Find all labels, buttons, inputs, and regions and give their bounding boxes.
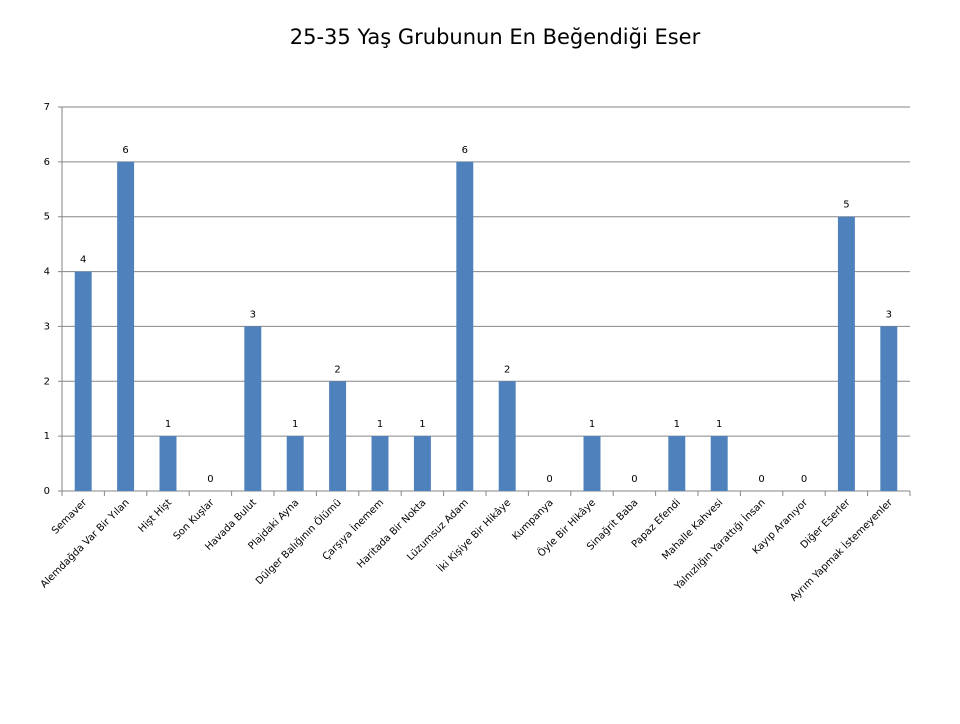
bar bbox=[668, 436, 686, 491]
data-label: 1 bbox=[674, 419, 680, 430]
bar bbox=[710, 436, 728, 491]
data-label: 4 bbox=[80, 255, 86, 266]
data-label: 5 bbox=[843, 200, 849, 211]
bar bbox=[244, 326, 262, 491]
bar bbox=[159, 436, 177, 491]
data-label: 2 bbox=[504, 364, 510, 375]
x-tick-label: Alemdağda Var Bir Yılan bbox=[38, 497, 132, 591]
y-tick-label: 5 bbox=[44, 212, 50, 223]
bar bbox=[880, 326, 898, 491]
data-label: 1 bbox=[419, 419, 425, 430]
bar bbox=[329, 381, 347, 491]
data-label: 6 bbox=[462, 145, 468, 156]
bar bbox=[371, 436, 389, 491]
x-tick-label: İki Kişiye Bir Hikâye bbox=[435, 496, 514, 575]
data-label: 3 bbox=[250, 309, 256, 320]
data-label: 3 bbox=[886, 309, 892, 320]
y-tick-label: 1 bbox=[44, 431, 50, 442]
data-label: 0 bbox=[758, 474, 764, 485]
data-label: 1 bbox=[165, 419, 171, 430]
data-label: 0 bbox=[801, 474, 807, 485]
data-label: 1 bbox=[377, 419, 383, 430]
y-tick-label: 7 bbox=[44, 102, 50, 113]
y-tick-label: 6 bbox=[44, 157, 50, 168]
x-tick-label: Kumpanya bbox=[510, 497, 555, 542]
data-label: 2 bbox=[334, 364, 340, 375]
x-tick-label: Hişt Hişt bbox=[137, 497, 175, 535]
data-label: 0 bbox=[546, 474, 552, 485]
x-tick-label: Dülger Balığının Ölümü bbox=[253, 496, 344, 587]
bar bbox=[413, 436, 431, 491]
bar bbox=[498, 381, 516, 491]
data-label: 1 bbox=[716, 419, 722, 430]
bar bbox=[117, 161, 135, 491]
y-tick-label: 0 bbox=[44, 486, 50, 497]
data-label: 6 bbox=[122, 145, 128, 156]
y-tick-label: 2 bbox=[44, 376, 50, 387]
bar bbox=[456, 161, 474, 491]
x-tick-label: Semaver bbox=[50, 497, 90, 537]
data-label: 1 bbox=[292, 419, 298, 430]
chart-title: 25-35 Yaş Grubunun En Beğendiği Eser bbox=[290, 25, 701, 49]
y-tick-label: 4 bbox=[44, 267, 50, 278]
bar bbox=[286, 436, 304, 491]
data-label: 1 bbox=[589, 419, 595, 430]
data-label: 0 bbox=[631, 474, 637, 485]
bar bbox=[74, 271, 92, 491]
y-tick-label: 3 bbox=[44, 321, 50, 332]
x-tick-label: Son Kuşlar bbox=[172, 497, 218, 543]
bar bbox=[837, 216, 855, 491]
bar bbox=[583, 436, 601, 491]
data-label: 0 bbox=[207, 474, 213, 485]
